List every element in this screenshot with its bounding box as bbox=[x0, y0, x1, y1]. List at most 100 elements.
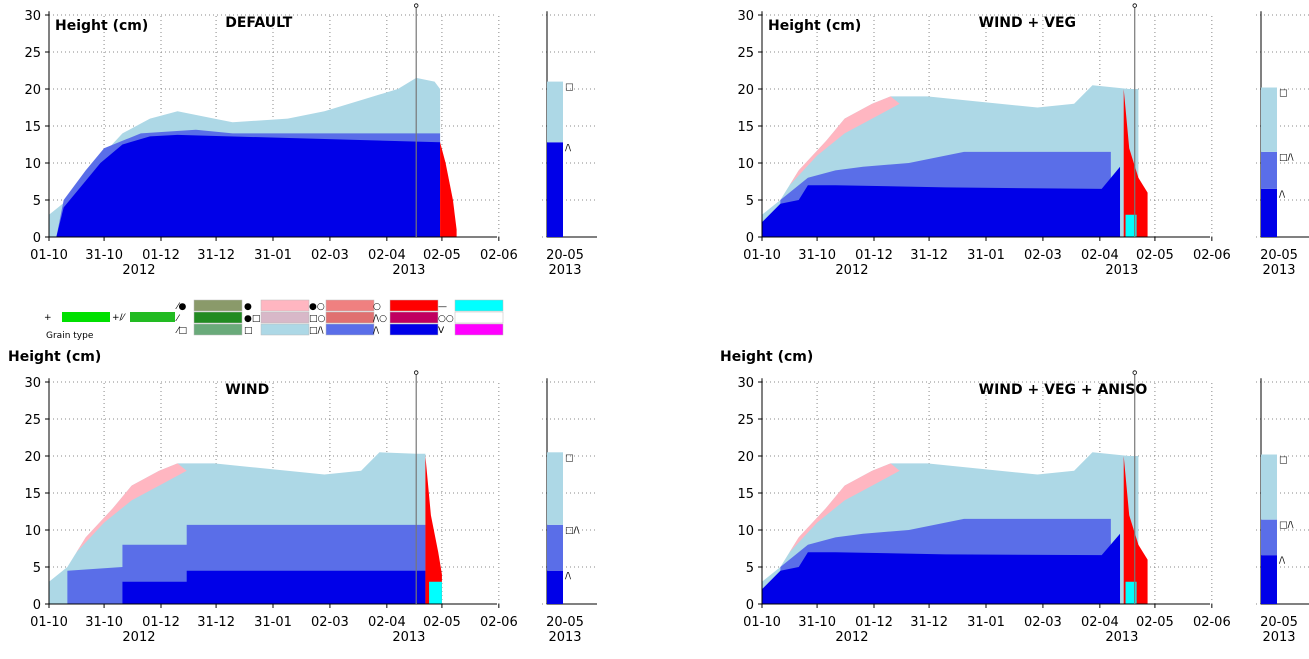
legend-symbol: /\○ bbox=[373, 314, 387, 324]
side-profile-layer bbox=[1261, 151, 1277, 189]
side-profile-layer bbox=[547, 524, 563, 571]
legend-symbol: V bbox=[438, 326, 445, 336]
x-tick-label: 31-10 bbox=[85, 248, 123, 263]
chart-panel-2: 0 5 10 15 20 25 30 01-10 31-10 01-12 31-12 31-01 02-… bbox=[737, 3, 1309, 278]
legend-swatch bbox=[193, 299, 243, 312]
side-grain-symbol: □ bbox=[1279, 89, 1288, 99]
legend-symbol: ●○ bbox=[309, 302, 325, 312]
side-date-label: 20-05 bbox=[1260, 248, 1298, 263]
legend-swatch bbox=[454, 323, 504, 336]
y-tick-label: 0 bbox=[746, 598, 754, 613]
side-grain-symbol: □/\ bbox=[565, 526, 581, 536]
side-profile-layer bbox=[547, 570, 563, 604]
legend-symbol: ●□ bbox=[244, 314, 260, 324]
y-tick-label: 30 bbox=[24, 9, 41, 24]
grain-layer-deep bbox=[762, 166, 1121, 237]
legend-symbol: + bbox=[44, 313, 52, 323]
y-tick-label: 25 bbox=[24, 46, 41, 61]
legend-symbol: □○ bbox=[309, 314, 326, 324]
legend-swatch bbox=[260, 311, 310, 324]
legend-symbol: ○ bbox=[373, 302, 381, 312]
legend-label: Grain type bbox=[46, 331, 94, 341]
x-tick-label: 01-10 bbox=[30, 248, 68, 263]
y-tick-label: 25 bbox=[737, 413, 754, 428]
grain-layer-cyan bbox=[1125, 214, 1137, 237]
x-tick-label: 31-01 bbox=[254, 248, 292, 263]
x-tick-label: 31-01 bbox=[967, 615, 1005, 630]
side-grain-symbol: □ bbox=[1279, 456, 1288, 466]
y-tick-label: 0 bbox=[33, 231, 41, 246]
legend-symbol: +/⁄ bbox=[112, 313, 127, 323]
grain-layer-red bbox=[425, 456, 442, 604]
grain-layer-cyan bbox=[429, 581, 442, 604]
y-tick-label: 20 bbox=[24, 450, 41, 465]
x-tick-label: 31-12 bbox=[197, 615, 235, 630]
y-axis-label: Height (cm) bbox=[720, 349, 813, 365]
y-tick-label: 10 bbox=[24, 524, 41, 539]
grain-layer-deep bbox=[56, 134, 441, 237]
x-tick-label: 31-12 bbox=[910, 615, 948, 630]
y-tick-label: 15 bbox=[24, 120, 41, 135]
legend-symbol: ○○ bbox=[438, 314, 454, 324]
legend-swatch bbox=[389, 299, 439, 312]
grain-layer-pink bbox=[780, 96, 900, 200]
y-tick-label: 5 bbox=[33, 561, 41, 576]
legend-swatch bbox=[454, 311, 504, 324]
side-profile-layer bbox=[547, 142, 563, 237]
year-label: 2012 bbox=[835, 630, 868, 645]
year-label: 2012 bbox=[122, 630, 155, 645]
side-profile-layer bbox=[1261, 454, 1277, 520]
side-profile-layer bbox=[1261, 519, 1277, 556]
side-date-label: 20-05 bbox=[1260, 615, 1298, 630]
date-marker-dot bbox=[1132, 370, 1137, 375]
x-tick-label: 02-06 bbox=[480, 615, 518, 630]
x-tick-label: 01-12 bbox=[855, 248, 893, 263]
y-tick-label: 0 bbox=[746, 231, 754, 246]
grain-layer-pink bbox=[780, 463, 900, 567]
y-tick-label: 10 bbox=[737, 524, 754, 539]
legend-swatch bbox=[325, 311, 375, 324]
y-tick-label: 25 bbox=[24, 413, 41, 428]
y-tick-label: 10 bbox=[24, 157, 41, 172]
side-grain-symbol: /\ bbox=[565, 143, 572, 153]
x-tick-label: 02-04 bbox=[1081, 615, 1119, 630]
x-tick-label: 02-05 bbox=[1136, 248, 1174, 263]
side-profile-layer bbox=[547, 81, 563, 143]
side-grain-symbol: /\ bbox=[1279, 556, 1286, 566]
x-tick-label: 02-04 bbox=[1081, 248, 1119, 263]
y-tick-label: 20 bbox=[737, 450, 754, 465]
legend-swatch bbox=[389, 323, 439, 336]
legend-symbol: □ bbox=[244, 326, 253, 336]
year-label: 2012 bbox=[122, 263, 155, 278]
x-tick-label: 02-04 bbox=[368, 248, 406, 263]
date-marker-dot bbox=[414, 370, 419, 375]
side-grain-symbol: □ bbox=[565, 83, 574, 93]
chart-panel-1: 0 5 10 15 20 25 30 01-10 31-10 01-12 31-12 31-01 02-… bbox=[24, 3, 597, 278]
legend-swatch bbox=[193, 323, 243, 336]
y-tick-label: 5 bbox=[33, 194, 41, 209]
grain-layer-pink bbox=[67, 463, 187, 567]
x-tick-label: 02-03 bbox=[311, 615, 349, 630]
grain-layer-deep bbox=[122, 570, 426, 604]
legend-swatch bbox=[325, 299, 375, 312]
grain-layer-deep bbox=[762, 533, 1121, 604]
legend-swatch bbox=[62, 312, 110, 322]
grain-layer-cyan bbox=[1125, 581, 1137, 604]
year-label: 2013 bbox=[392, 630, 425, 645]
y-axis-label: Height (cm) bbox=[55, 18, 148, 34]
side-date-label: 20-05 bbox=[546, 248, 584, 263]
y-tick-label: 5 bbox=[746, 194, 754, 209]
side-year-label: 2013 bbox=[548, 263, 581, 278]
legend-symbol: □/\ bbox=[309, 326, 325, 336]
y-tick-label: 15 bbox=[24, 487, 41, 502]
chart-title: WIND + VEG + ANISO bbox=[979, 382, 1148, 398]
x-tick-label: 02-03 bbox=[1024, 248, 1062, 263]
side-date-label: 20-05 bbox=[546, 615, 584, 630]
x-tick-label: 31-12 bbox=[910, 248, 948, 263]
x-tick-label: 01-12 bbox=[142, 615, 180, 630]
x-tick-label: 31-12 bbox=[197, 248, 235, 263]
y-tick-label: 20 bbox=[737, 83, 754, 98]
side-grain-symbol: /\ bbox=[565, 572, 572, 582]
x-tick-label: 31-01 bbox=[967, 248, 1005, 263]
